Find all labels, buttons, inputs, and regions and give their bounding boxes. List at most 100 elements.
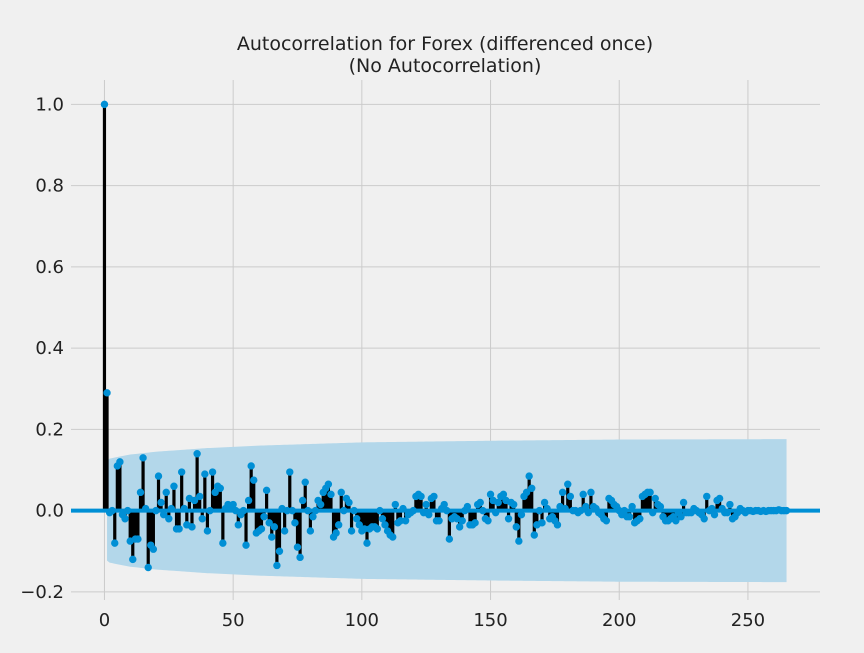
acf-marker <box>324 480 333 488</box>
x-tick-label: 250 <box>731 610 765 631</box>
y-tick-label: 0.4 <box>35 338 64 359</box>
acf-marker <box>195 492 204 501</box>
acf-marker <box>159 510 168 519</box>
acf-marker <box>445 535 454 543</box>
acf-marker <box>175 525 183 533</box>
acf-marker <box>494 498 502 507</box>
acf-marker <box>417 492 425 501</box>
acf-marker <box>376 506 384 515</box>
acf-marker <box>458 517 466 525</box>
acf-marker <box>316 500 325 509</box>
acf-marker <box>504 515 513 523</box>
acf-marker <box>584 508 593 517</box>
acf-marker <box>528 484 536 492</box>
acf-marker <box>167 504 176 513</box>
acf-marker <box>648 508 657 517</box>
acf-marker <box>165 515 173 523</box>
acf-marker <box>515 537 523 545</box>
acf-marker <box>136 488 145 497</box>
acf-marker <box>499 490 508 499</box>
acf-marker <box>679 498 688 507</box>
acf-marker <box>479 506 487 515</box>
acf-marker <box>180 504 188 513</box>
acf-marker <box>250 476 258 484</box>
acf-marker <box>602 517 611 525</box>
acf-marker <box>430 492 438 501</box>
acf-marker <box>561 504 569 513</box>
acf-marker <box>703 492 711 501</box>
acf-marker <box>564 480 572 488</box>
acf-marker <box>391 500 400 509</box>
acf-marker <box>288 506 297 515</box>
acf-marker <box>455 523 464 531</box>
acf-marker <box>399 504 407 513</box>
acf-marker <box>522 488 531 497</box>
acf-marker <box>152 506 160 515</box>
y-tick-label: 1.0 <box>35 94 64 115</box>
acf-marker <box>177 468 186 476</box>
y-tick-label: 0.2 <box>35 419 64 440</box>
acf-marker <box>530 531 538 539</box>
acf-marker <box>229 500 237 509</box>
acf-marker <box>510 500 518 509</box>
acf-marker <box>275 547 284 555</box>
acf-marker <box>636 515 644 523</box>
acf-marker <box>672 517 680 525</box>
acf-marker <box>232 506 240 515</box>
acf-marker <box>206 506 214 515</box>
acf-marker <box>440 500 448 509</box>
acf-marker <box>129 555 137 564</box>
acf-marker <box>111 539 119 547</box>
y-tick-label: −0.2 <box>20 582 64 603</box>
acf-marker <box>558 488 567 497</box>
acf-marker <box>234 521 243 529</box>
acf-marker <box>144 563 152 572</box>
acf-marker <box>304 506 312 515</box>
acf-marker <box>193 450 201 458</box>
y-tick-label: 0.6 <box>35 257 64 278</box>
acf-marker <box>260 513 268 521</box>
acf-marker <box>141 504 150 513</box>
tick-labels: 0 50 100 150 200 250 −0.2 0.0 0.2 0.4 0.6 0.8 1.0 <box>20 94 765 631</box>
acf-marker <box>188 523 196 531</box>
acf-marker <box>443 506 451 515</box>
y-tick-label: 0.8 <box>35 176 64 197</box>
acf-marker <box>628 502 636 511</box>
acf-marker <box>311 506 320 515</box>
acf-marker <box>239 506 248 515</box>
acf-marker <box>201 470 209 478</box>
acf-marker <box>486 490 495 499</box>
acf-marker <box>435 517 443 525</box>
acf-marker <box>476 498 484 507</box>
acf-marker <box>216 484 224 492</box>
acf-marker <box>286 468 294 476</box>
acf-marker <box>162 488 170 497</box>
acf-marker <box>677 513 685 521</box>
acf-marker <box>262 486 271 495</box>
acf-marker <box>525 472 533 480</box>
acf-marker <box>190 496 199 505</box>
acf-marker <box>538 519 546 527</box>
acf-marker <box>540 498 549 507</box>
acf-marker <box>121 515 129 523</box>
acf-marker <box>710 510 719 519</box>
acf-marker <box>350 506 358 515</box>
x-tick-label: 0 <box>99 610 110 631</box>
acf-marker <box>334 521 343 529</box>
acf-marker <box>154 472 163 480</box>
acf-marker <box>553 521 562 529</box>
acf-marker <box>296 553 304 562</box>
acf-marker <box>273 561 281 570</box>
acf-marker <box>211 488 219 497</box>
acf-marker <box>265 519 273 527</box>
acf-marker <box>103 389 111 397</box>
acf-marker <box>139 454 147 462</box>
acf-marker <box>700 515 708 523</box>
acf-marker <box>517 510 526 519</box>
acf-marker <box>363 539 371 547</box>
acf-marker <box>512 523 520 531</box>
acf-marker <box>422 500 430 509</box>
acf-marker <box>345 498 353 507</box>
acf-marker <box>327 490 335 499</box>
